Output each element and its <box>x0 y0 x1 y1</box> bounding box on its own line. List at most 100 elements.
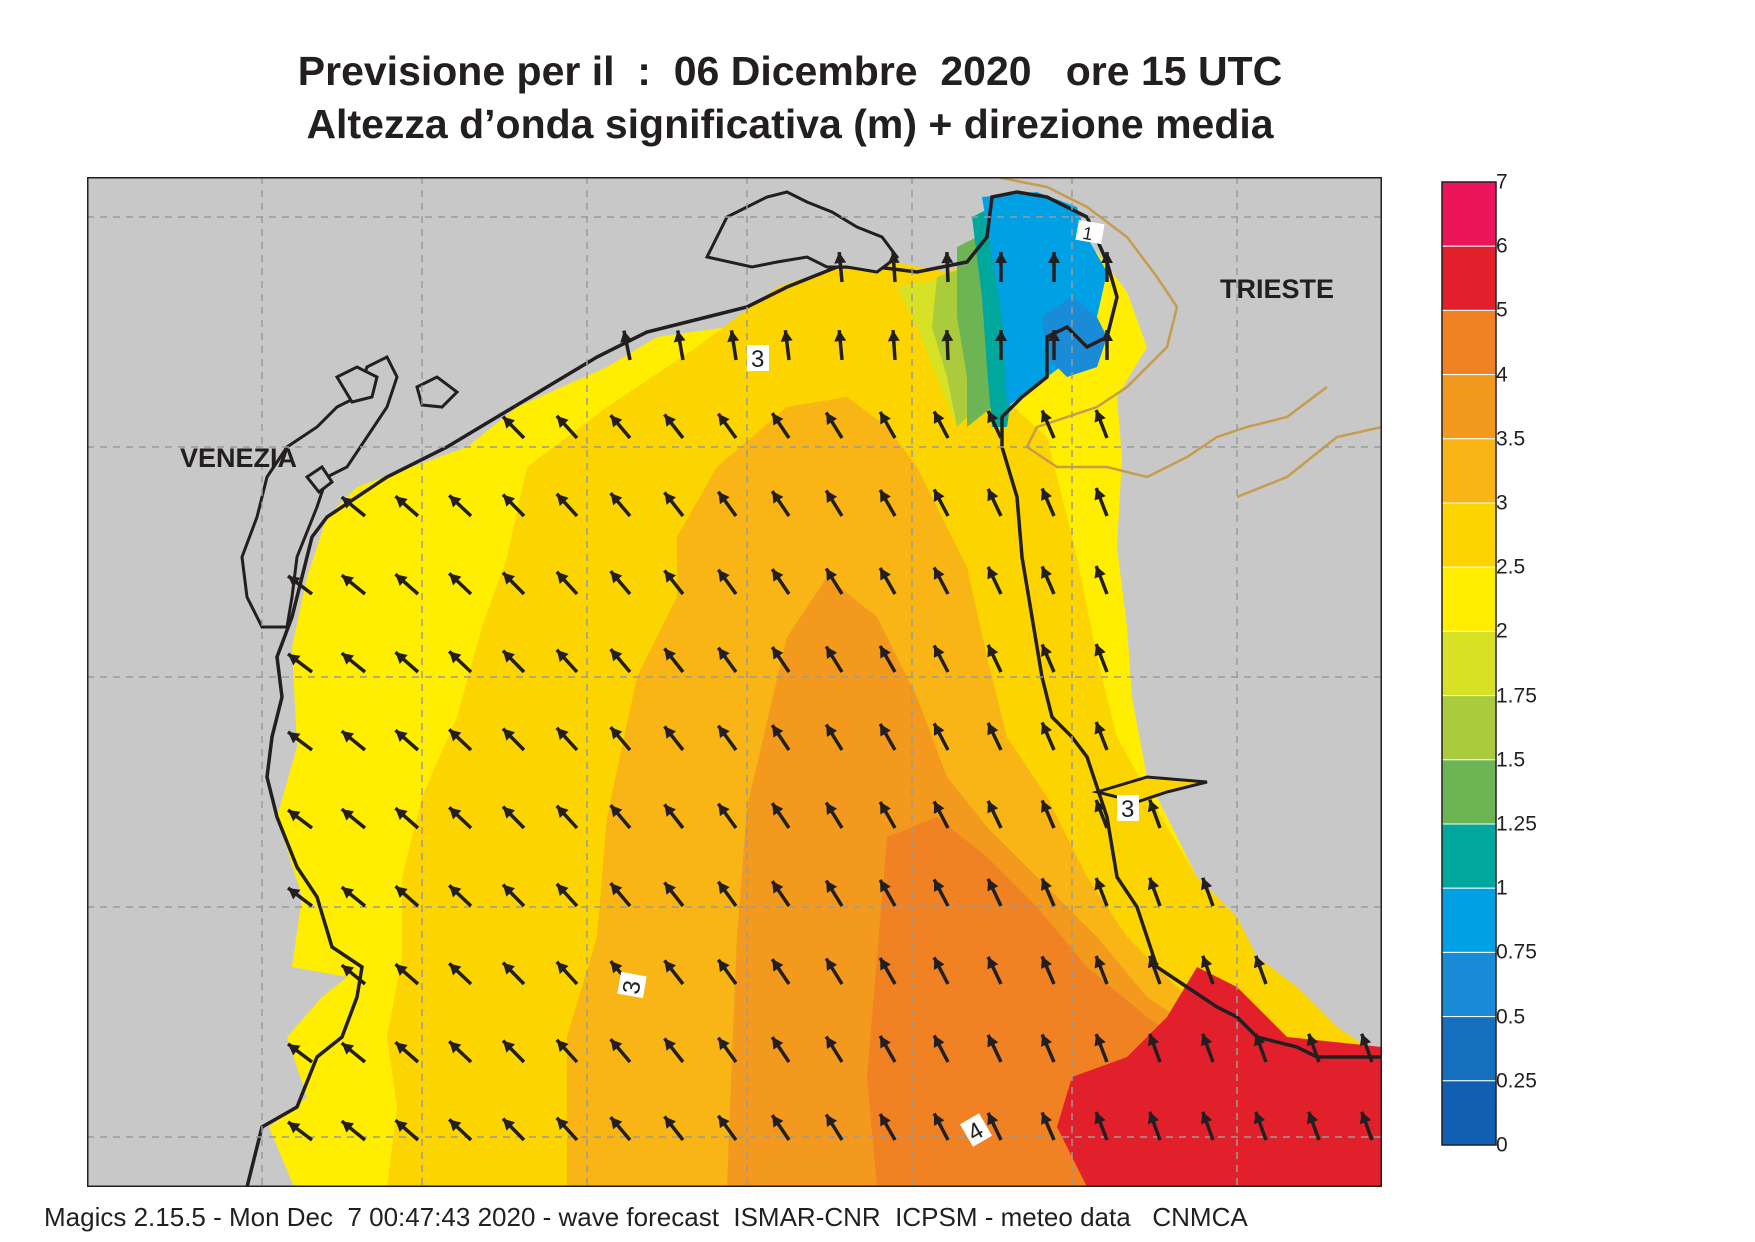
direction-arrow-head <box>880 411 891 425</box>
direction-arrow-head <box>718 491 730 505</box>
direction-arrow-head <box>449 573 462 586</box>
direction-arrow-head <box>880 801 891 815</box>
city-label-venezia: VENEZIA <box>180 443 298 473</box>
direction-arrow-head <box>1094 1112 1106 1125</box>
legend-label: 1.25 <box>1496 812 1537 836</box>
legend-label: 5 <box>1496 298 1508 322</box>
legend-label: 7 <box>1496 170 1508 194</box>
direction-arrow-head <box>449 495 462 508</box>
direction-arrow-head <box>673 330 686 343</box>
direction-arrow-head <box>288 1121 301 1134</box>
legend-label: 4 <box>1496 363 1508 387</box>
direction-arrow-head <box>556 571 569 585</box>
direction-arrow-head <box>664 1038 676 1051</box>
contour-labels: 3 3 3 4 1 <box>617 219 1139 1147</box>
direction-arrow-head <box>880 489 891 503</box>
direction-arrow-head <box>1040 488 1052 501</box>
direction-arrow-head <box>1094 800 1106 813</box>
legend-label: 0.5 <box>1496 1005 1526 1029</box>
northern-lagoon <box>704 190 900 274</box>
contour-label: 1 <box>1081 223 1094 244</box>
legend-label: 6 <box>1496 234 1508 258</box>
direction-arrow-head <box>610 1039 623 1052</box>
direction-arrow-head <box>1306 1111 1319 1125</box>
direction-arrow-head <box>449 807 462 820</box>
direction-arrow-head <box>987 722 999 736</box>
direction-arrow-head <box>610 415 623 428</box>
direction-arrow-head <box>1094 488 1106 501</box>
direction-arrow-head <box>826 958 838 972</box>
coastline <box>245 190 1382 1187</box>
city-label-trieste: TRIESTE <box>1220 274 1335 304</box>
direction-arrow-head <box>826 490 838 504</box>
legend-label: 3.5 <box>1496 427 1526 451</box>
direction-arrow-head <box>880 957 891 971</box>
contour-label: 3 <box>618 978 647 996</box>
legend-label: 0.25 <box>1496 1069 1537 1093</box>
direction-arrow-head <box>395 1120 408 1132</box>
legend-swatch <box>1441 1016 1497 1082</box>
direction-arrow-head <box>341 1121 355 1133</box>
legend-label: 1 <box>1496 876 1508 900</box>
direction-arrow-head <box>449 885 462 898</box>
direction-arrow-head <box>341 809 355 821</box>
direction-arrow-head <box>556 961 569 975</box>
direction-arrow-head <box>610 727 623 740</box>
direction-arrow-head <box>395 730 408 742</box>
direction-arrow-head <box>933 1113 945 1126</box>
direction-arrow-head <box>341 731 355 743</box>
direction-arrow-head <box>1040 722 1052 735</box>
wave-map: 3 3 3 4 1 <box>87 177 1382 1187</box>
direction-arrow-head <box>880 1035 891 1049</box>
direction-arrow-head <box>772 725 784 738</box>
direction-arrow-head <box>395 1042 408 1054</box>
direction-arrow-head <box>933 489 945 502</box>
band-0-5-0-75 <box>1042 297 1107 377</box>
direction-arrow-head <box>887 330 900 342</box>
direction-arrow-head <box>1200 877 1213 891</box>
direction-arrow-head <box>502 1040 515 1053</box>
direction-arrow-head <box>288 575 301 588</box>
footer-credit: Magics 2.15.5 - Mon Dec 7 00:47:43 2020 … <box>44 1202 1248 1232</box>
contour-label: 3 <box>751 346 764 373</box>
direction-arrow-head <box>772 413 784 426</box>
legend-swatch <box>1441 951 1497 1018</box>
legend-label: 3 <box>1496 491 1508 515</box>
legend-swatch <box>1441 438 1497 504</box>
direction-arrow-head <box>664 1116 676 1129</box>
direction-arrow-head <box>288 887 301 900</box>
legend-swatch <box>1441 566 1497 632</box>
direction-arrow-head <box>887 252 900 264</box>
direction-arrow-head <box>1147 955 1160 969</box>
grid <box>87 177 1382 1187</box>
direction-arrow-head <box>1101 330 1113 341</box>
direction-arrow-head <box>826 880 838 894</box>
direction-arrow-head <box>933 723 945 736</box>
direction-arrow-head <box>1040 1034 1052 1047</box>
direction-arrow-head <box>502 572 515 585</box>
direction-arrow-head <box>772 959 784 972</box>
direction-arrow-head <box>341 653 355 665</box>
legend-label: 1.5 <box>1496 748 1526 772</box>
direction-arrow-head <box>1147 1033 1160 1047</box>
direction-arrow-head <box>664 414 676 427</box>
direction-arrow-head <box>1094 566 1106 579</box>
direction-arrow-head <box>395 496 408 508</box>
direction-arrow-head <box>288 731 301 744</box>
direction-arrow-head <box>449 729 462 742</box>
direction-arrow-head <box>610 805 623 818</box>
direction-arrow-head <box>664 648 676 661</box>
direction-arrow-head <box>880 1113 891 1127</box>
direction-arrow-head <box>987 800 999 814</box>
direction-arrow-head <box>664 804 676 817</box>
direction-arrow-head <box>556 493 569 507</box>
direction-arrow-head <box>556 415 569 429</box>
legend-swatch <box>1441 181 1497 247</box>
direction-arrow-head <box>620 330 633 343</box>
direction-arrow-head <box>664 882 676 895</box>
legend-colorbar <box>1441 181 1497 1146</box>
legend-swatch <box>1441 502 1497 568</box>
direction-arrow-head <box>987 566 999 580</box>
direction-arrow-head <box>880 645 891 659</box>
legend-swatch <box>1441 887 1497 953</box>
